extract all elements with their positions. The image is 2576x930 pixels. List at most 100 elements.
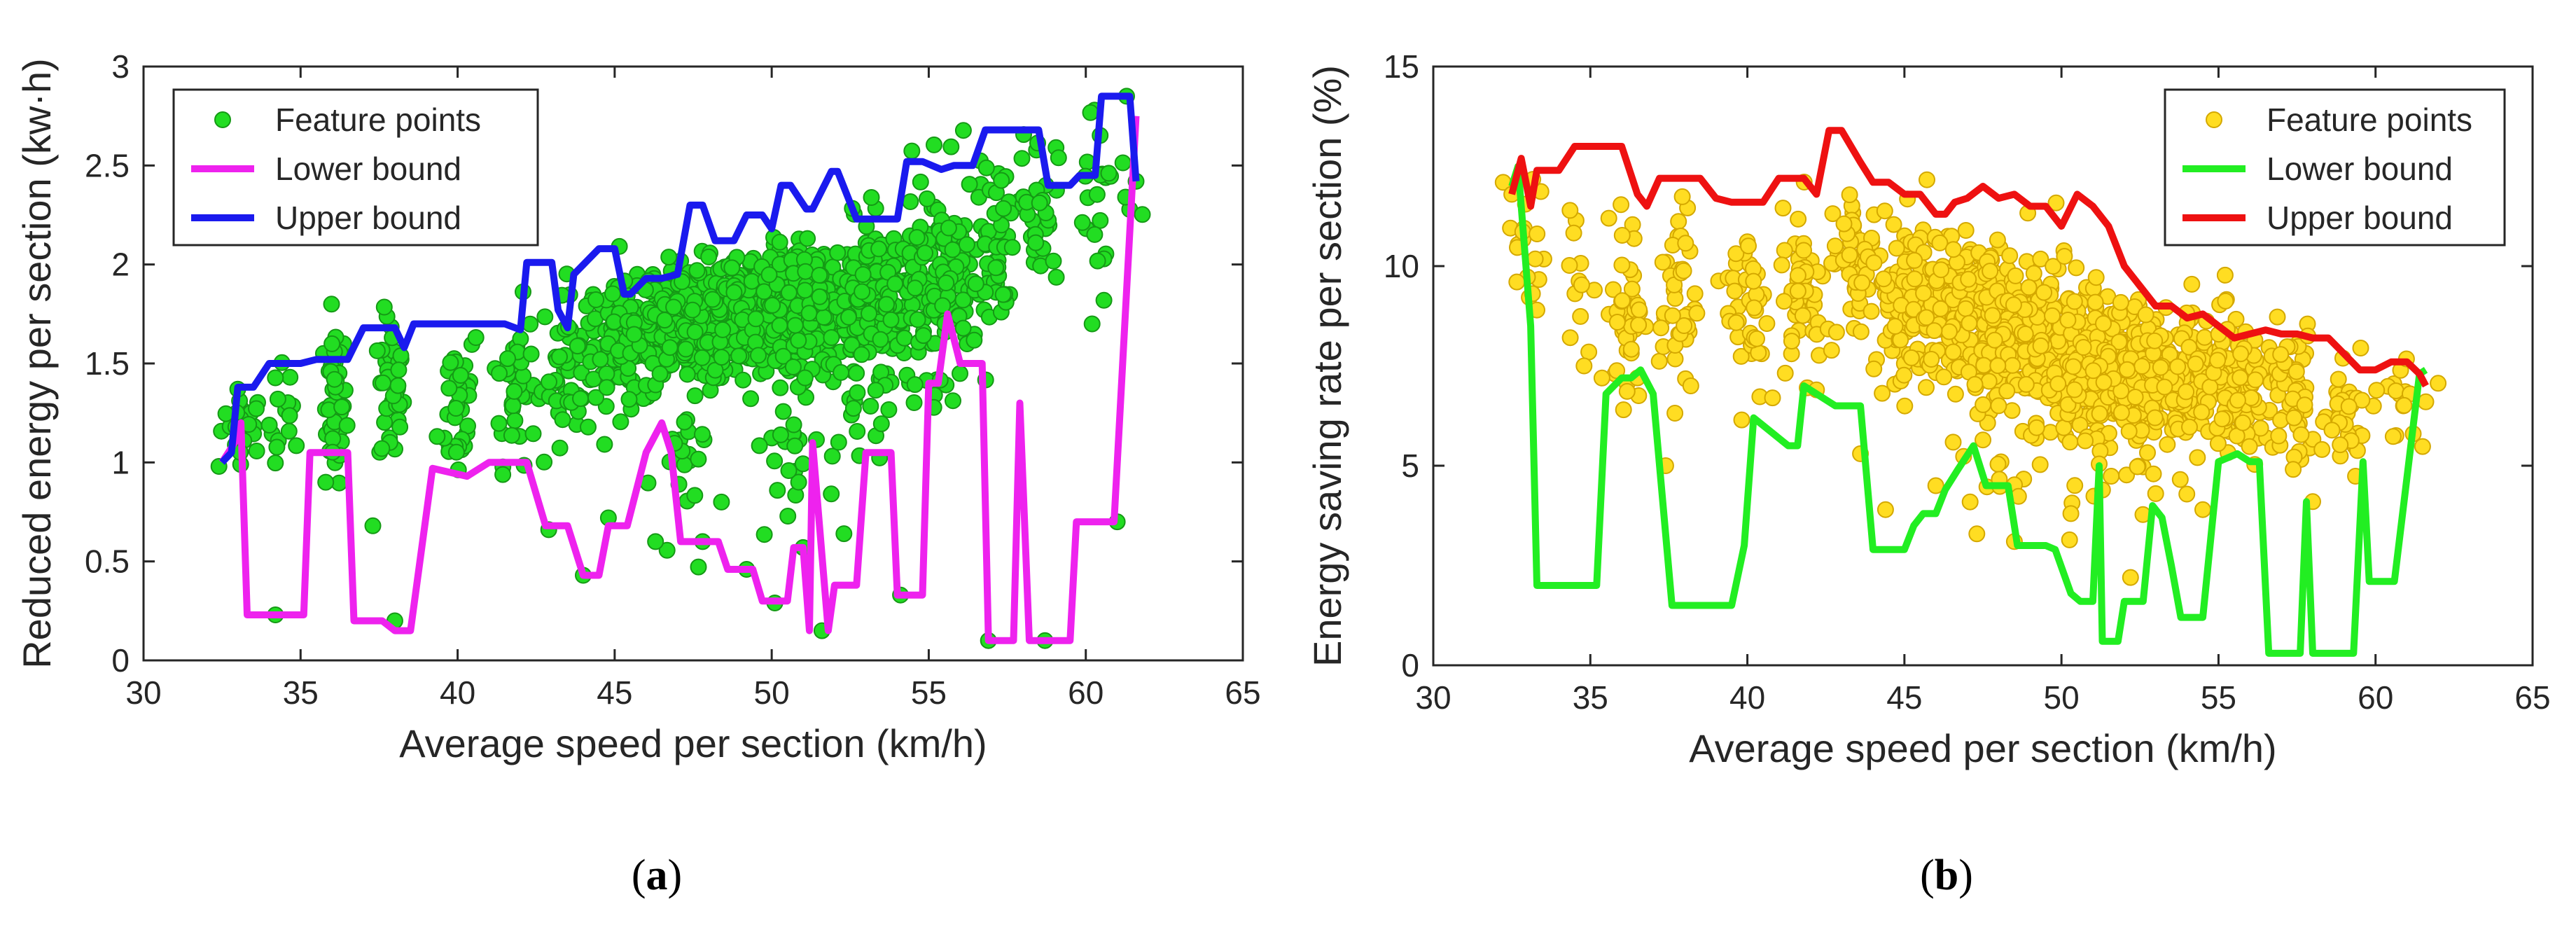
data-point — [2217, 292, 2234, 310]
data-point — [1666, 405, 1684, 422]
data-point — [260, 417, 278, 433]
data-point — [1931, 234, 1949, 251]
data-point — [2066, 477, 2084, 494]
data-point — [506, 382, 523, 400]
data-point — [1688, 305, 1706, 322]
data-point — [2229, 391, 2246, 409]
data-point — [1968, 525, 1986, 543]
data-point — [1613, 196, 1630, 214]
data-point — [954, 319, 972, 337]
x-tick-label: 45 — [1886, 679, 1922, 716]
data-point — [917, 244, 933, 262]
data-point — [2159, 436, 2176, 453]
data-point — [1083, 315, 1101, 333]
data-point — [1774, 200, 1792, 217]
data-point — [2169, 358, 2187, 375]
data-point — [799, 230, 816, 247]
data-point — [1944, 241, 1962, 258]
data-point — [2193, 403, 2211, 421]
data-point — [248, 400, 265, 417]
data-point — [2068, 259, 2085, 277]
data-point — [1561, 257, 1578, 274]
data-point — [1773, 256, 1790, 274]
data-point — [1613, 227, 1631, 244]
data-point — [1726, 282, 1743, 300]
data-point — [1727, 245, 1745, 263]
data-point — [1114, 154, 1132, 172]
data-point — [2243, 389, 2260, 406]
data-point — [760, 266, 778, 284]
data-point — [2209, 435, 2227, 452]
data-point — [2075, 339, 2092, 356]
data-point — [2112, 382, 2130, 400]
data-point — [661, 339, 678, 356]
data-point — [780, 462, 798, 479]
data-point — [1823, 342, 1840, 359]
data-point — [926, 136, 942, 153]
data-point — [1926, 322, 1943, 340]
data-point — [1975, 431, 1991, 449]
data-point — [1613, 292, 1631, 310]
data-point — [604, 285, 621, 303]
data-point — [1989, 357, 2007, 375]
data-point — [1827, 324, 1845, 341]
data-point — [580, 418, 597, 436]
data-point — [747, 310, 765, 328]
data-point — [772, 379, 789, 396]
data-point — [1740, 237, 1757, 255]
data-point — [723, 259, 741, 277]
chart-a: 30 35 40 45 50 55 60 65 0 0.5 1 1.5 2 2.5 3 Average spe… — [15, 48, 1261, 765]
data-point — [2020, 279, 2038, 296]
data-point — [248, 443, 265, 459]
data-point — [684, 301, 702, 319]
data-point — [2384, 428, 2402, 445]
data-point — [2183, 275, 2201, 293]
data-point — [2178, 383, 2195, 401]
data-point — [686, 487, 704, 504]
data-point — [2001, 247, 2019, 265]
data-point — [2209, 352, 2227, 369]
data-point — [620, 391, 638, 408]
x-tick-label: 60 — [2358, 679, 2393, 716]
data-point — [1960, 270, 1977, 288]
data-point — [2161, 346, 2178, 363]
data-point — [908, 229, 926, 246]
data-point — [848, 364, 865, 382]
data-point — [690, 558, 707, 576]
data-point — [1790, 210, 1807, 228]
data-point — [1676, 317, 1693, 334]
data-point — [2270, 427, 2288, 445]
data-point — [1961, 493, 1979, 511]
data-point — [1885, 216, 1902, 233]
chart-b: 30 35 40 45 50 55 60 65 0 5 10 15 Average speed per … — [1305, 48, 2551, 770]
data-point — [2146, 409, 2164, 426]
data-point — [2077, 432, 2094, 450]
data-point — [1835, 215, 1853, 233]
series-upper-bound-line — [219, 92, 1140, 465]
data-point — [725, 284, 743, 301]
data-point — [1677, 235, 1694, 252]
data-point — [954, 122, 972, 139]
data-point — [467, 329, 485, 346]
data-point — [678, 366, 696, 383]
data-point — [2387, 382, 2404, 400]
data-point — [1073, 214, 1091, 231]
data-point — [2047, 194, 2065, 211]
series-lower-bound-line — [218, 116, 1140, 644]
data-point — [2332, 436, 2349, 454]
data-point — [1652, 319, 1670, 337]
data-point — [1776, 364, 1794, 382]
data-point — [961, 176, 978, 193]
legend-marker — [214, 111, 231, 128]
data-point — [867, 382, 884, 399]
data-point — [1919, 171, 1935, 188]
data-point — [288, 437, 305, 454]
data-point — [541, 373, 557, 391]
data-point — [919, 190, 935, 207]
data-point — [952, 365, 968, 382]
plot-data — [210, 88, 1151, 649]
data-point — [1906, 270, 1923, 288]
data-point — [1613, 256, 1631, 274]
data-point — [1561, 202, 1579, 219]
data-point — [442, 354, 459, 371]
